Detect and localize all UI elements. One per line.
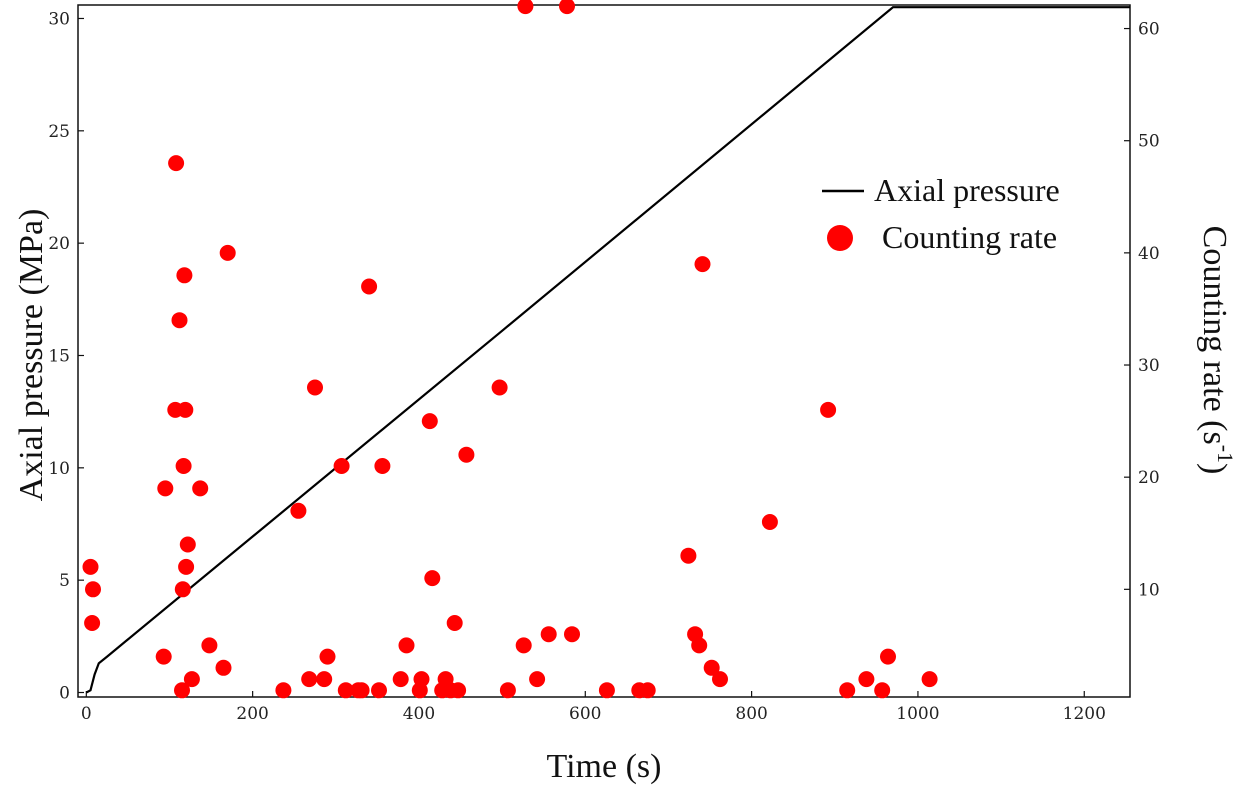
right-y-axis-title: Counting rate (s-1) (1196, 226, 1238, 475)
legend-marker-counting-rate (827, 225, 853, 251)
counting-rate-point (301, 671, 318, 688)
counting-rate-point (319, 648, 336, 665)
left-y-axis-title: Axial pressure (MPa) (13, 209, 50, 502)
counting-rate-point (316, 671, 333, 688)
x-tick-label: 800 (735, 704, 767, 724)
counting-rate-point (761, 514, 778, 530)
right-y-tick-label: 50 (1138, 132, 1160, 152)
counting-rate-point (691, 637, 708, 654)
left-y-tick-label: 15 (48, 346, 70, 366)
counting-rate-point (398, 637, 415, 654)
counting-rate-point (168, 155, 185, 172)
counting-rate-point (175, 458, 192, 474)
counting-rate-point (290, 502, 307, 519)
left-y-tick-label: 30 (48, 9, 70, 29)
counting-rate-point (183, 671, 200, 688)
right-y-tick-label: 10 (1138, 580, 1160, 600)
counting-rate-point (424, 570, 441, 587)
counting-rate-point (85, 581, 101, 598)
right-y-axis-title-close: ) (1196, 463, 1233, 474)
right-y-axis-title-base: Counting rate (s (1196, 226, 1233, 445)
counting-rate-point (333, 458, 350, 474)
counting-rate-point (712, 671, 728, 688)
counting-rate-point (307, 379, 323, 396)
left-y-tick-label: 25 (48, 122, 70, 142)
right-y-axis-ticks: 10 20 30 40 50 60 (1124, 20, 1160, 600)
counting-rate-point (219, 244, 236, 261)
counting-rate-point (499, 682, 516, 699)
x-axis-title: Time (s) (547, 748, 662, 785)
x-tick-label: 1000 (896, 704, 939, 724)
legend-label-axial-pressure: Axial pressure (874, 172, 1060, 208)
plot-frame (77, 4, 1131, 698)
counting-rate-point (639, 682, 656, 699)
x-tick-label: 400 (403, 704, 435, 724)
counting-rate-point (446, 615, 463, 631)
counting-rate-point (371, 682, 387, 699)
left-y-tick-label: 0 (59, 684, 70, 704)
left-y-axis-ticks: 0 5 10 15 20 25 30 (48, 9, 84, 704)
right-y-axis-title-exponent: -1 (1213, 445, 1238, 463)
counting-rate-point (215, 659, 232, 676)
counting-rate-point (374, 458, 391, 474)
counting-rate-point (177, 401, 194, 418)
counting-rate-point (192, 480, 209, 497)
counting-rate-point (559, 0, 575, 15)
counting-rate-point (694, 256, 711, 273)
x-tick-label: 1200 (1063, 704, 1106, 724)
x-tick-label: 600 (569, 704, 601, 724)
counting-rate-point (275, 682, 292, 699)
counting-rate-point (921, 671, 938, 688)
counting-rate-point (174, 581, 191, 598)
counting-rate-point (82, 558, 99, 575)
counting-rate-point (155, 648, 172, 665)
counting-rate-point (874, 682, 891, 699)
right-y-tick-label: 60 (1138, 20, 1160, 40)
legend: Axial pressure Counting rate (822, 172, 1060, 255)
counting-rate-point (337, 682, 354, 699)
legend-label-counting-rate: Counting rate (882, 219, 1057, 255)
right-y-tick-label: 40 (1138, 244, 1160, 264)
counting-rate-point (517, 0, 534, 15)
counting-rate-point (179, 536, 196, 553)
counting-rate-point (703, 659, 720, 676)
counting-rate-point (361, 278, 378, 295)
counting-rate-point (450, 682, 467, 699)
counting-rate-point (353, 682, 370, 699)
counting-rate-point (178, 558, 195, 575)
left-y-tick-label: 10 (48, 459, 70, 479)
x-tick-label: 0 (81, 704, 92, 724)
counting-rate-point (421, 413, 438, 430)
counting-rate-point (598, 682, 615, 699)
left-y-tick-label: 20 (48, 234, 70, 254)
counting-rate-point (820, 401, 837, 418)
counting-rate-point (880, 648, 896, 665)
counting-rate-point (515, 637, 532, 654)
counting-rate-point (529, 671, 546, 688)
axial-pressure-series (85, 6, 1130, 694)
counting-rate-point (392, 671, 409, 688)
counting-rate-point (201, 637, 218, 654)
counting-rate-point (564, 626, 580, 643)
counting-rate-point (491, 379, 508, 396)
counting-rate-point (171, 312, 188, 329)
counting-rate-point (176, 267, 193, 284)
x-axis-ticks: 0 200 400 600 800 1000 1200 (81, 691, 1106, 724)
counting-rate-series (82, 0, 938, 699)
axial-pressure-line (85, 6, 1130, 694)
counting-rate-point (858, 671, 875, 688)
right-y-tick-label: 30 (1138, 356, 1160, 376)
counting-rate-point (839, 682, 856, 699)
counting-rate-point (157, 480, 174, 497)
counting-rate-point (413, 671, 430, 688)
counting-rate-point (458, 446, 475, 463)
counting-rate-point (84, 615, 101, 631)
right-y-tick-label: 20 (1138, 468, 1160, 488)
counting-rate-point (174, 682, 190, 699)
counting-rate-point (680, 547, 697, 564)
x-tick-label: 200 (236, 704, 268, 724)
counting-rate-point (540, 626, 557, 643)
left-y-tick-label: 5 (59, 571, 70, 591)
